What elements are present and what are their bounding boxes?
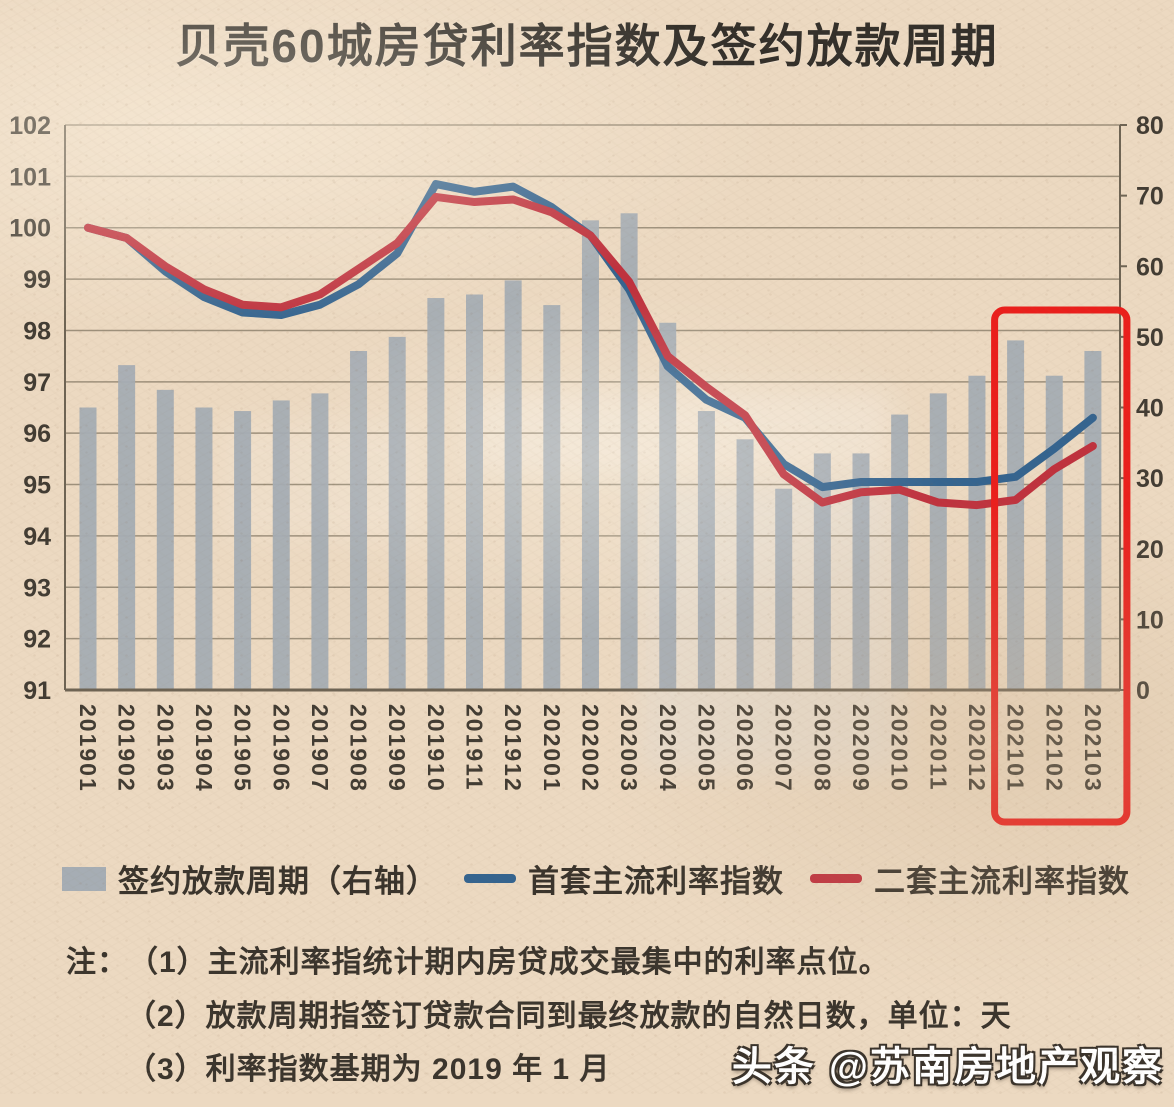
- svg-text:10: 10: [1136, 606, 1164, 634]
- bars-loan-cycle: [79, 213, 1102, 690]
- svg-text:202102: 202102: [1041, 704, 1067, 793]
- svg-text:202001: 202001: [539, 704, 565, 793]
- svg-text:95: 95: [23, 472, 51, 500]
- footnote-2: （2）放款周期指签订贷款合同到最终放款的自然日数，单位：天: [66, 1000, 1012, 1035]
- svg-text:94: 94: [23, 523, 51, 551]
- footnote-1: 注： （1）主流利率指统计期内房贷成交最集中的利率点位。: [66, 946, 1012, 981]
- svg-text:202008: 202008: [809, 704, 835, 793]
- svg-text:80: 80: [1136, 112, 1164, 140]
- legend-label-second-home: 二套主流利率指数: [874, 864, 1130, 899]
- svg-text:70: 70: [1136, 183, 1164, 211]
- svg-text:201906: 201906: [268, 704, 294, 793]
- footnote-2-text: （2）放款周期指签订贷款合同到最终放款的自然日数，单位：天: [126, 999, 1012, 1033]
- svg-text:201903: 201903: [152, 704, 178, 793]
- legend-label-loan-cycle: 签约放款周期（右轴）: [118, 864, 438, 899]
- svg-text:201902: 201902: [114, 704, 140, 793]
- svg-text:201904: 201904: [191, 704, 217, 793]
- svg-text:202006: 202006: [732, 704, 758, 793]
- footnote-1-text: （1）主流利率指统计期内房贷成交最集中的利率点位。: [128, 946, 890, 979]
- svg-text:202010: 202010: [887, 704, 913, 793]
- svg-text:202007: 202007: [771, 704, 797, 793]
- svg-text:202012: 202012: [964, 704, 990, 793]
- chart-area: 91 92 93 94 95 96 97 98 99 100 101 102 0 10 20 30 40 50 60…: [0, 92, 1174, 840]
- svg-text:99: 99: [23, 266, 51, 294]
- svg-text:201911: 201911: [462, 704, 488, 791]
- legend-item-loan-cycle: 签约放款周期（右轴）: [62, 856, 438, 901]
- svg-text:101: 101: [9, 163, 51, 191]
- chart-legend: 签约放款周期（右轴） 首套主流利率指数 二套主流利率指数: [62, 856, 1130, 901]
- x-axis-labels: 201901 201902 201903 201904 201905 201906 2019…: [75, 704, 1106, 793]
- red-line-swatch-icon: [810, 874, 862, 883]
- mortgage-chart-svg: 9192939495969798991001011020102030405060…: [9, 112, 1164, 826]
- svg-text:202005: 202005: [693, 704, 719, 793]
- footnote-3-text: （3）利率指数基期为 2019 年 1 月: [126, 1053, 611, 1086]
- footnote-3: （3）利率指数基期为 2019 年 1 月: [66, 1053, 1012, 1088]
- svg-text:202103: 202103: [1080, 704, 1106, 793]
- svg-text:100: 100: [9, 215, 51, 243]
- chart-title: 贝壳60城房贷利率指数及签约放款周期: [175, 20, 999, 72]
- svg-text:202003: 202003: [616, 704, 642, 793]
- footnote-prefix: 注：: [66, 946, 128, 979]
- legend-item-second-home: 二套主流利率指数: [810, 856, 1130, 901]
- svg-text:201907: 201907: [307, 704, 333, 793]
- svg-text:40: 40: [1136, 395, 1164, 423]
- svg-text:202009: 202009: [848, 704, 874, 793]
- svg-text:50: 50: [1136, 324, 1164, 352]
- bar-swatch-icon: [62, 866, 106, 891]
- svg-text:201908: 201908: [346, 704, 372, 793]
- svg-text:98: 98: [23, 317, 51, 345]
- svg-text:202004: 202004: [655, 704, 681, 793]
- highlight-box: [991, 306, 1131, 826]
- svg-text:97: 97: [23, 369, 51, 397]
- svg-text:202002: 202002: [577, 704, 603, 793]
- svg-text:201912: 201912: [500, 704, 526, 793]
- svg-text:201910: 201910: [423, 704, 449, 793]
- svg-text:201901: 201901: [75, 704, 101, 793]
- legend-label-first-home: 首套主流利率指数: [528, 864, 784, 899]
- svg-text:92: 92: [23, 626, 51, 654]
- right-axis-labels: 0 10 20 30 40 50 60 70 80: [1120, 112, 1164, 705]
- svg-text:91: 91: [23, 677, 51, 705]
- svg-text:30: 30: [1136, 465, 1164, 493]
- svg-text:102: 102: [9, 112, 51, 140]
- svg-text:20: 20: [1136, 536, 1164, 564]
- svg-text:201909: 201909: [384, 704, 410, 793]
- svg-text:202011: 202011: [925, 704, 951, 791]
- svg-text:0: 0: [1136, 677, 1150, 705]
- svg-text:201905: 201905: [230, 704, 256, 793]
- footnotes: 注： （1）主流利率指统计期内房贷成交最集中的利率点位。 （2）放款周期指签订贷…: [66, 946, 1012, 1107]
- svg-text:60: 60: [1136, 253, 1164, 281]
- line-二套主流利率指数: [84, 192, 1097, 510]
- blue-line-swatch-icon: [464, 874, 516, 883]
- svg-text:202101: 202101: [1003, 704, 1029, 793]
- toutiao-watermark: 头条 @苏南房地产观察: [731, 1045, 1164, 1089]
- svg-text:96: 96: [23, 420, 51, 448]
- svg-text:93: 93: [23, 574, 51, 602]
- left-axis-labels: 91 92 93 94 95 96 97 98 99 100 101 102: [9, 112, 51, 705]
- legend-item-first-home: 首套主流利率指数: [464, 856, 784, 901]
